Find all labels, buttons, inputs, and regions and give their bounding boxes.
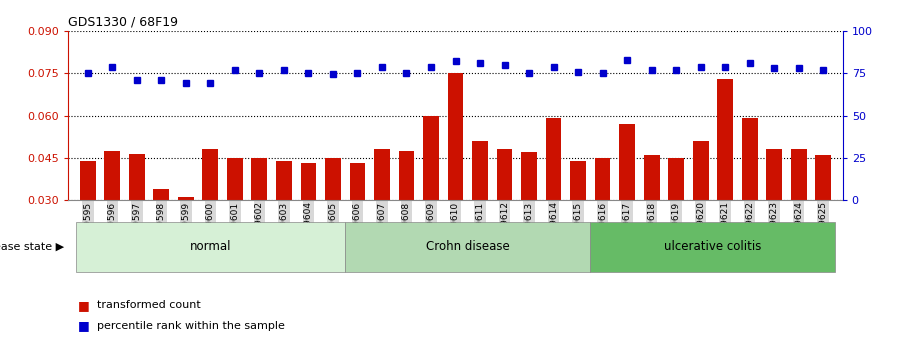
Bar (595, 158, 610, 285)
FancyBboxPatch shape (345, 222, 590, 272)
Text: transformed count: transformed count (97, 300, 201, 310)
Bar (301, 164, 316, 285)
Bar (521, 152, 537, 285)
Bar (766, 149, 782, 285)
Bar (619, 124, 635, 285)
Bar (791, 149, 806, 285)
Bar (153, 189, 169, 285)
Bar (251, 158, 268, 285)
Text: ■: ■ (77, 319, 89, 333)
Bar (643, 155, 660, 285)
Bar (815, 155, 831, 285)
FancyBboxPatch shape (590, 222, 835, 272)
Bar (80, 161, 96, 285)
Bar (472, 141, 488, 285)
Bar (325, 158, 341, 285)
Bar (374, 149, 390, 285)
Text: Crohn disease: Crohn disease (425, 240, 509, 253)
Text: percentile rank within the sample: percentile rank within the sample (97, 321, 285, 331)
Bar (398, 151, 415, 285)
Text: ulcerative colitis: ulcerative colitis (664, 240, 762, 253)
Bar (447, 73, 464, 285)
Bar (423, 116, 439, 285)
Bar (129, 154, 145, 285)
Bar (570, 161, 586, 285)
Bar (546, 118, 561, 285)
Bar (668, 158, 684, 285)
Bar (276, 161, 292, 285)
Bar (496, 149, 513, 285)
Bar (692, 141, 709, 285)
Bar (178, 197, 194, 285)
Bar (350, 164, 365, 285)
Text: GDS1330 / 68F19: GDS1330 / 68F19 (68, 16, 179, 29)
Bar (717, 79, 733, 285)
Text: normal: normal (189, 240, 231, 253)
Bar (105, 151, 120, 285)
Text: ■: ■ (77, 299, 89, 312)
FancyBboxPatch shape (76, 222, 345, 272)
Bar (227, 158, 243, 285)
Bar (202, 149, 219, 285)
Text: disease state ▶: disease state ▶ (0, 242, 64, 252)
Bar (742, 118, 758, 285)
